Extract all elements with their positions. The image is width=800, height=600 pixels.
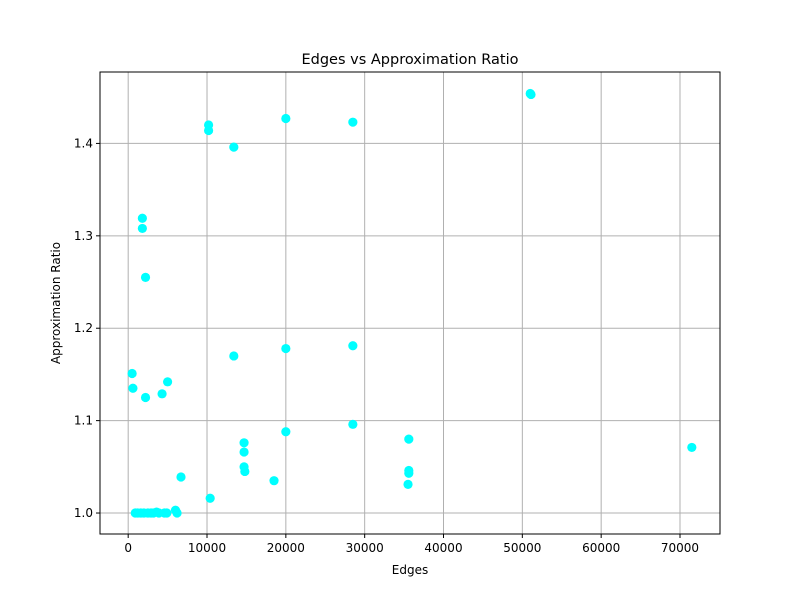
data-point xyxy=(269,476,279,486)
data-point xyxy=(526,89,536,100)
data-point xyxy=(203,125,214,136)
data-point xyxy=(239,438,249,448)
data-point xyxy=(172,508,182,518)
chart-title: Edges vs Approximation Ratio xyxy=(301,52,518,68)
data-point xyxy=(162,377,173,387)
y-tick-label: 1.4 xyxy=(74,136,93,150)
data-point xyxy=(137,223,147,234)
data-point xyxy=(239,447,249,457)
data-point xyxy=(157,389,167,399)
data-point xyxy=(348,419,358,429)
data-point xyxy=(348,117,358,127)
x-tick-label: 60000 xyxy=(582,541,620,555)
plot-frame xyxy=(99,71,721,535)
grid xyxy=(100,72,720,534)
x-tick-label: 50000 xyxy=(503,541,541,555)
data-point xyxy=(403,479,413,489)
data-point xyxy=(229,351,239,361)
x-tick-label: 10000 xyxy=(188,541,226,555)
data-point xyxy=(348,341,358,351)
data-point xyxy=(140,272,151,283)
y-tick-label: 1.3 xyxy=(74,229,93,243)
axis-ticks: 0 10000 20000 30000 40000 50000 60000 70000 1.0 1… xyxy=(74,136,699,555)
data-point xyxy=(162,508,172,518)
x-tick-label: 70000 xyxy=(661,541,699,555)
x-tick-label: 40000 xyxy=(424,541,462,555)
data-point xyxy=(205,493,215,503)
y-tick-label: 1.0 xyxy=(74,506,93,520)
data-point xyxy=(281,113,291,124)
data-point xyxy=(404,468,414,478)
data-point xyxy=(281,427,291,437)
data-point xyxy=(404,434,414,444)
x-tick-label: 30000 xyxy=(346,541,384,555)
data-point xyxy=(128,383,138,393)
y-tick-label: 1.1 xyxy=(74,414,93,428)
data-point xyxy=(140,392,151,403)
x-axis-title: Edges xyxy=(392,563,428,577)
x-tick-label: 20000 xyxy=(267,541,305,555)
data-point xyxy=(240,466,250,477)
data-points xyxy=(127,88,697,518)
data-point xyxy=(176,472,186,482)
y-axis-title: Approximation Ratio xyxy=(49,242,63,364)
data-point xyxy=(687,442,697,453)
data-point xyxy=(127,368,137,379)
data-point xyxy=(281,343,291,354)
data-point xyxy=(229,142,239,152)
y-tick-label: 1.2 xyxy=(74,321,93,335)
data-point xyxy=(137,213,147,223)
x-tick-label: 0 xyxy=(124,541,132,555)
